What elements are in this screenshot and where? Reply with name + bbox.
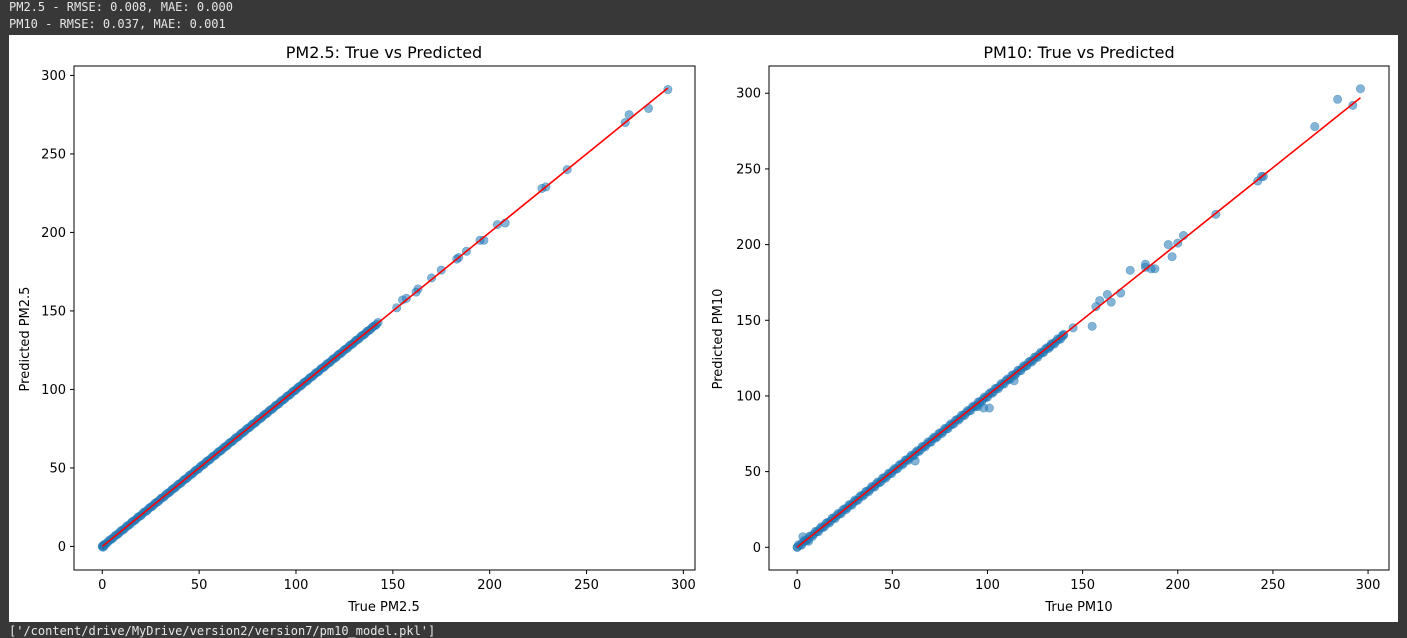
pm10-x-tick-label: 50 bbox=[884, 578, 901, 593]
pm25-y-tick-label: 50 bbox=[49, 461, 66, 476]
pm25-y-tick-label: 250 bbox=[41, 147, 66, 162]
pm25-x-tick-label: 200 bbox=[477, 578, 502, 593]
pm25-y-tick-label: 0 bbox=[58, 540, 66, 555]
pm10-scatter-point bbox=[1009, 376, 1019, 386]
pm25-x-tick-label: 50 bbox=[191, 578, 208, 593]
pm10-x-axis-label: True PM10 bbox=[1044, 600, 1112, 615]
console-output-saved-path: ['/content/drive/MyDrive/version2/versio… bbox=[9, 624, 436, 638]
pm10-scatter-point bbox=[1125, 265, 1135, 275]
pm10-x-tick-label: 300 bbox=[1356, 578, 1381, 593]
pm25-y-axis-label: Predicted PM2.5 bbox=[18, 287, 33, 392]
pm25-y-tick-label: 200 bbox=[41, 226, 66, 241]
pm10-y-tick-label: 100 bbox=[736, 389, 761, 404]
pm25-x-axis-label: True PM2.5 bbox=[347, 600, 419, 615]
pm10-y-tick-label: 200 bbox=[736, 238, 761, 253]
pm10-y-tick-label: 150 bbox=[736, 314, 761, 329]
pm10-x-tick-label: 200 bbox=[1165, 578, 1190, 593]
pm25-x-tick-label: 150 bbox=[380, 578, 405, 593]
pm10-scatter-point bbox=[984, 403, 994, 413]
pm10-scatter-point bbox=[1106, 297, 1116, 307]
pm25-x-tick-label: 100 bbox=[284, 578, 309, 593]
pm10-chart-title: PM10: True vs Predicted bbox=[983, 43, 1174, 62]
pm10-x-tick-label: 250 bbox=[1261, 578, 1286, 593]
pm10-scatter-point bbox=[1333, 94, 1343, 104]
pm10-scatter-point bbox=[1150, 264, 1160, 274]
pm10-x-tick-label: 100 bbox=[975, 578, 1000, 593]
subplot-pm10: PM10: True vs Predicted True PM10 Predic… bbox=[711, 43, 1390, 615]
pm10-scatter-point bbox=[1163, 240, 1173, 250]
pm25-x-tick-label: 300 bbox=[671, 578, 696, 593]
pm10-scatter-point bbox=[1348, 100, 1358, 110]
pm10-scatter-point bbox=[910, 456, 920, 466]
pm10-y-tick-label: 250 bbox=[736, 162, 761, 177]
pm10-y-tick-label: 300 bbox=[736, 87, 761, 102]
pm10-y-tick-label: 0 bbox=[753, 541, 761, 556]
pm25-scatter-point bbox=[663, 85, 673, 95]
figure-output: PM2.5: True vs Predicted True PM2.5 Pred… bbox=[9, 35, 1398, 622]
pm10-scatter-point bbox=[1355, 84, 1365, 94]
pm25-y-tick-label: 300 bbox=[41, 69, 66, 84]
pm25-plot-frame bbox=[73, 65, 696, 571]
pm10-y-axis-label: Predicted PM10 bbox=[711, 289, 726, 390]
console-output-pm10-metrics: PM10 - RMSE: 0.037, MAE: 0.001 bbox=[9, 17, 226, 31]
pm10-scatter-point bbox=[1167, 252, 1177, 262]
pm10-scatter-point bbox=[1095, 296, 1105, 306]
pm10-scatter-point bbox=[1087, 321, 1097, 331]
pm10-y-tick-label: 50 bbox=[744, 465, 761, 480]
pm25-chart-title: PM2.5: True vs Predicted bbox=[286, 43, 482, 62]
pm25-reference-line bbox=[101, 87, 669, 548]
pm10-scatter-point bbox=[1310, 122, 1320, 132]
console-output-pm25-metrics: PM2.5 - RMSE: 0.008, MAE: 0.000 bbox=[9, 0, 233, 14]
pm25-scatter-point bbox=[413, 284, 423, 294]
figure-svg: PM2.5: True vs Predicted True PM2.5 Pred… bbox=[18, 43, 1390, 615]
pm10-x-tick-label: 150 bbox=[1070, 578, 1095, 593]
pm25-y-tick-label: 150 bbox=[41, 304, 66, 319]
pm10-x-tick-label: 0 bbox=[793, 578, 801, 593]
pm25-x-tick-label: 0 bbox=[98, 578, 106, 593]
subplot-pm25: PM2.5: True vs Predicted True PM2.5 Pred… bbox=[18, 43, 696, 615]
pm25-scatter-point bbox=[427, 273, 437, 283]
pm10-plot-frame bbox=[768, 65, 1390, 571]
pm25-x-tick-label: 250 bbox=[574, 578, 599, 593]
pm25-y-tick-label: 100 bbox=[41, 383, 66, 398]
pm10-reference-line bbox=[796, 97, 1361, 548]
pm25-scatter-point bbox=[401, 293, 411, 303]
pm25-scatter-point bbox=[436, 265, 446, 275]
